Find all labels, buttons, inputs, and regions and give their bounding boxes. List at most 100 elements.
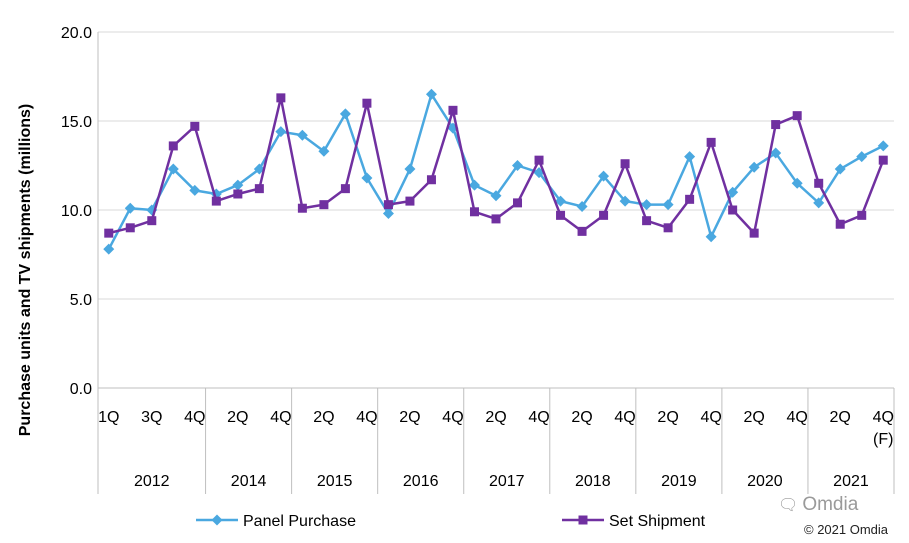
data-point [147,216,157,226]
year-label: 2012 [134,473,170,490]
data-point [190,121,200,131]
year-label: 2015 [317,473,353,490]
data-point [490,190,502,202]
data-point [211,196,221,206]
y-tick-label: 0.0 [70,381,92,398]
data-point [361,172,373,184]
y-tick-label: 20.0 [61,25,92,42]
x-tick-label: 4Q [528,409,549,426]
x-axis: 1Q 3Q 4Q 2Q 4Q 2Q 4Q 2Q 4Q 2Q 4Q 2Q 4Q 2Q 4Q 2Q 4Q 2Q 4Q (F… [97,387,895,494]
data-point [728,205,738,215]
data-point [124,202,136,214]
data-point [576,200,588,212]
y-tick-label: 5.0 [70,292,92,309]
data-point [792,111,802,121]
data-point [642,216,652,226]
data-point [814,178,824,188]
data-point [276,93,286,103]
x-tick-label: 3Q [141,409,162,426]
x-tick-label: 2Q [830,409,851,426]
data-point [275,126,287,138]
data-point [104,228,114,238]
data-point [857,210,867,220]
data-point [125,223,135,233]
y-axis: 0.0 5.0 10.0 15.0 20.0 [61,25,99,398]
data-point [534,155,544,165]
year-label: 2019 [661,473,697,490]
data-point [685,194,695,204]
year-label: 2018 [575,473,611,490]
legend-label: Panel Purchase [243,513,356,530]
data-point [727,186,739,198]
data-point [319,200,329,210]
data-point [834,163,846,175]
x-tick-label: 4Q [787,409,808,426]
data-point [878,155,888,165]
series-line [108,96,885,235]
data-point [103,243,115,255]
x-tick-label: 4Q [873,409,894,426]
year-label: 2017 [489,473,525,490]
y-tick-label: 15.0 [61,114,92,131]
legend-item: Set Shipment [562,513,706,530]
data-point [404,163,416,175]
x-tick-label: 4Q [184,409,205,426]
data-point [856,151,868,163]
legend-label: Set Shipment [609,513,706,530]
x-tick-label: 2Q [657,409,678,426]
data-point [254,184,264,194]
data-point [425,88,437,100]
data-point [748,161,760,173]
data-point [513,198,523,208]
data-point [619,195,631,207]
year-label: 2016 [403,473,439,490]
x-tick-label: 2Q [313,409,334,426]
x-tick-label: 2Q [743,409,764,426]
legend: Panel Purchase Set Shipment [196,513,706,530]
data-point [662,199,674,211]
data-point [382,208,394,220]
legend-swatch-marker [578,515,588,525]
series-set-shipment [104,93,888,238]
data-point [556,210,566,220]
data-point [339,108,351,120]
x-tick-label: 4Q [270,409,291,426]
year-label: 2021 [833,473,869,490]
data-point [318,145,330,157]
data-point [233,189,243,199]
data-point [468,179,480,191]
data-point [168,141,178,151]
x-tick-label: 2Q [571,409,592,426]
data-point [426,175,436,185]
data-point [791,177,803,189]
x-tick-label: 4Q [700,409,721,426]
data-point [835,219,845,229]
data-point [705,231,717,243]
data-point [749,228,759,238]
year-label: 2014 [231,473,267,490]
x-tick-label: 1Q [98,409,119,426]
data-point [383,200,393,210]
x-tick-label: 2Q [485,409,506,426]
x-tick-label: 2Q [399,409,420,426]
data-point [770,147,782,159]
chat-bubble-icon: 🗨 [778,497,799,514]
data-point [771,120,781,130]
data-point [340,184,350,194]
data-point [232,179,244,191]
watermark-text: Omdia [802,494,859,515]
data-point [167,163,179,175]
data-point [491,214,501,224]
data-point [663,223,673,233]
data-point [512,160,524,171]
data-point [296,129,308,141]
series-group [103,88,889,255]
x-tick-label: 4Q [442,409,463,426]
x-tick-label: 4Q [614,409,635,426]
data-point [469,207,479,217]
data-point [641,199,653,211]
gridlines [98,31,894,389]
data-point [813,197,825,209]
legend-swatch-marker [211,514,223,526]
data-point [620,159,630,169]
